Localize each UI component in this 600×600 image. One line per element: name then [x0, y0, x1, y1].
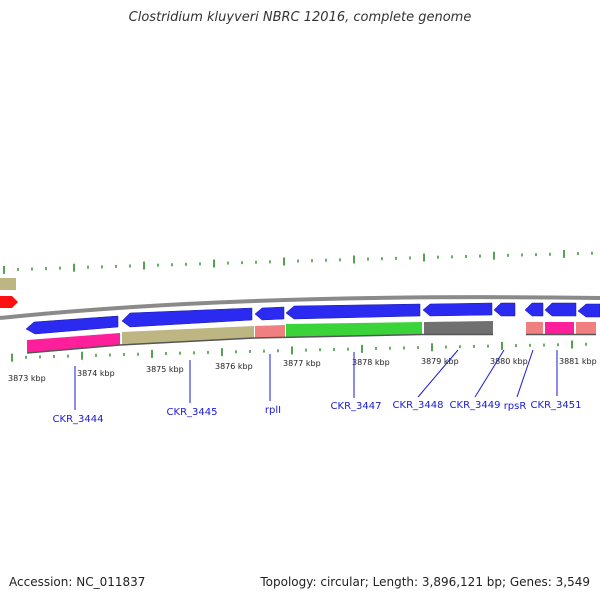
- gene-label[interactable]: CKR_3444: [53, 414, 104, 425]
- gene-arrow[interactable]: [121, 307, 253, 328]
- scale-labels: 3873 kbp 3874 kbp 3875 kbp 3876 kbp 3877…: [8, 357, 597, 383]
- scale-label: 3878 kbp: [352, 358, 390, 367]
- lower-edge: [26, 333, 493, 354]
- gene-arrow[interactable]: [254, 306, 285, 321]
- scale-label: 3881 kbp: [559, 357, 597, 366]
- page-title: Clostridium kluyveri NBRC 12016, complet…: [128, 10, 472, 25]
- feature-green[interactable]: [286, 322, 422, 337]
- gene-leader: [474, 349, 505, 398]
- gene-arrow[interactable]: [524, 302, 544, 317]
- feature-salmon[interactable]: [255, 325, 285, 338]
- scale-label: 3879 kbp: [421, 357, 459, 366]
- gene-arrow[interactable]: [422, 302, 493, 317]
- feature-olive[interactable]: [122, 326, 254, 345]
- gene-tracks: [0, 278, 600, 354]
- gene-labels: CKR_3444 CKR_3445 rplI CKR_3447 CKR_3448…: [53, 400, 582, 425]
- scale-label: 3876 kbp: [215, 362, 253, 371]
- scale-label: 3874 kbp: [77, 369, 115, 378]
- genome-backbone: [0, 295, 600, 320]
- gene-label[interactable]: CKR_3448: [393, 400, 444, 411]
- gene-arrow[interactable]: [25, 315, 119, 335]
- gene-leaders: [74, 349, 558, 410]
- feature-salmon[interactable]: [526, 322, 543, 334]
- gene-arrow[interactable]: [493, 302, 516, 317]
- accession-text: Accession: NC_011837: [9, 575, 146, 589]
- gene-arrow[interactable]: [544, 302, 577, 317]
- gene-label[interactable]: CKR_3451: [531, 400, 582, 411]
- gene-leader: [417, 349, 459, 398]
- scale-label: 3875 kbp: [146, 365, 184, 374]
- feature-pink[interactable]: [545, 322, 574, 334]
- scale-label: 3873 kbp: [8, 374, 46, 383]
- gene-label[interactable]: CKR_3445: [167, 407, 218, 418]
- gene-label[interactable]: CKR_3447: [331, 401, 382, 412]
- topology-text: Topology: circular; Length: 3,896,121 bp…: [260, 575, 590, 589]
- feature-gray[interactable]: [424, 321, 493, 334]
- scale-label: 3877 kbp: [283, 359, 321, 368]
- gene-leader: [516, 349, 534, 398]
- gc-skew-ticks: [3, 249, 593, 274]
- feature-pink[interactable]: [27, 333, 120, 353]
- gene-label[interactable]: rpsR: [504, 401, 527, 412]
- feature-salmon[interactable]: [576, 322, 596, 334]
- scale-ticks: [11, 340, 587, 362]
- gene-partial-red[interactable]: [0, 296, 18, 308]
- gene-label[interactable]: CKR_3449: [450, 400, 501, 411]
- gene-arrow[interactable]: [285, 303, 421, 320]
- scale-label: 3880 kbp: [490, 357, 528, 366]
- gene-arrow[interactable]: [577, 303, 600, 318]
- gene-partial-olive[interactable]: [0, 278, 16, 290]
- gene-label[interactable]: rplI: [265, 405, 281, 416]
